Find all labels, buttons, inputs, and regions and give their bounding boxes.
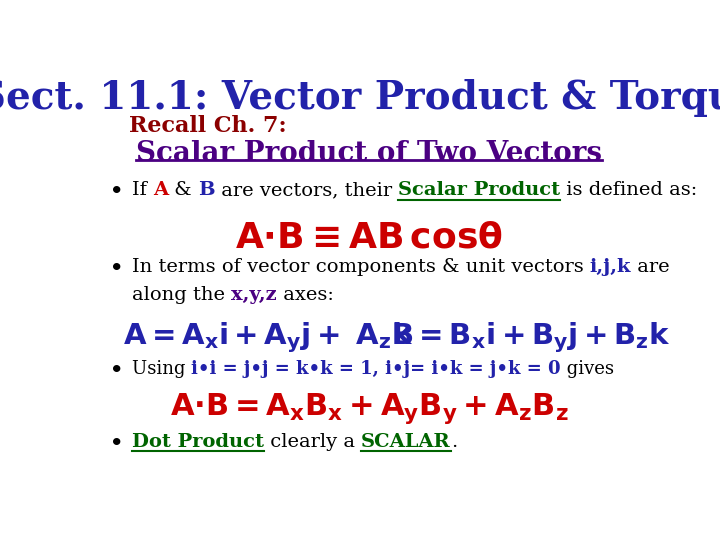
Text: are vectors, their: are vectors, their: [215, 181, 398, 199]
Text: Recall Ch. 7:: Recall Ch. 7:: [129, 114, 287, 137]
Text: Using: Using: [132, 360, 191, 378]
Text: Dot Product: Dot Product: [132, 433, 264, 451]
Text: $\mathbf{B = B_x i + B_y j + B_z k}$: $\mathbf{B = B_x i + B_y j + B_z k}$: [392, 321, 671, 355]
Text: clearly a: clearly a: [264, 433, 361, 451]
Text: is defined as:: is defined as:: [560, 181, 698, 199]
Text: &: &: [168, 181, 198, 199]
Text: SCALAR: SCALAR: [361, 433, 451, 451]
Text: •: •: [109, 433, 123, 453]
Text: $\mathbf{A = A_x i + A_y j +\ A_z k}$: $\mathbf{A = A_x i + A_y j +\ A_z k}$: [124, 321, 414, 355]
Text: Scalar Product: Scalar Product: [398, 181, 560, 199]
Text: •: •: [109, 181, 123, 201]
Text: A: A: [153, 181, 168, 199]
Text: axes:: axes:: [276, 286, 333, 305]
Text: gives: gives: [561, 360, 613, 378]
Text: along the: along the: [132, 286, 231, 305]
Text: $\mathbf{A{\bullet}B = A_x B_x + A_y B_y + A_z B_z}$: $\mathbf{A{\bullet}B = A_x B_x + A_y B_y…: [170, 391, 568, 426]
Text: $\mathbf{A{\bullet}B \equiv AB\,cos\theta}$: $\mathbf{A{\bullet}B \equiv AB\,cos\thet…: [235, 221, 503, 255]
Text: are: are: [631, 258, 670, 276]
Text: Sect. 11.1: Vector Product & Torque: Sect. 11.1: Vector Product & Torque: [0, 79, 720, 117]
Text: i,j,k: i,j,k: [590, 258, 631, 276]
Text: x,y,z: x,y,z: [231, 286, 276, 305]
Text: B: B: [198, 181, 215, 199]
Text: i•i = j•j = k•k = 1, i•j= i•k = j•k = 0: i•i = j•j = k•k = 1, i•j= i•k = j•k = 0: [191, 360, 561, 378]
Text: If: If: [132, 181, 153, 199]
Text: In terms of vector components & unit vectors: In terms of vector components & unit vec…: [132, 258, 590, 276]
Text: .: .: [451, 433, 457, 451]
Text: Scalar Product of Two Vectors: Scalar Product of Two Vectors: [136, 140, 602, 167]
Text: •: •: [109, 360, 123, 380]
Text: •: •: [109, 258, 123, 278]
